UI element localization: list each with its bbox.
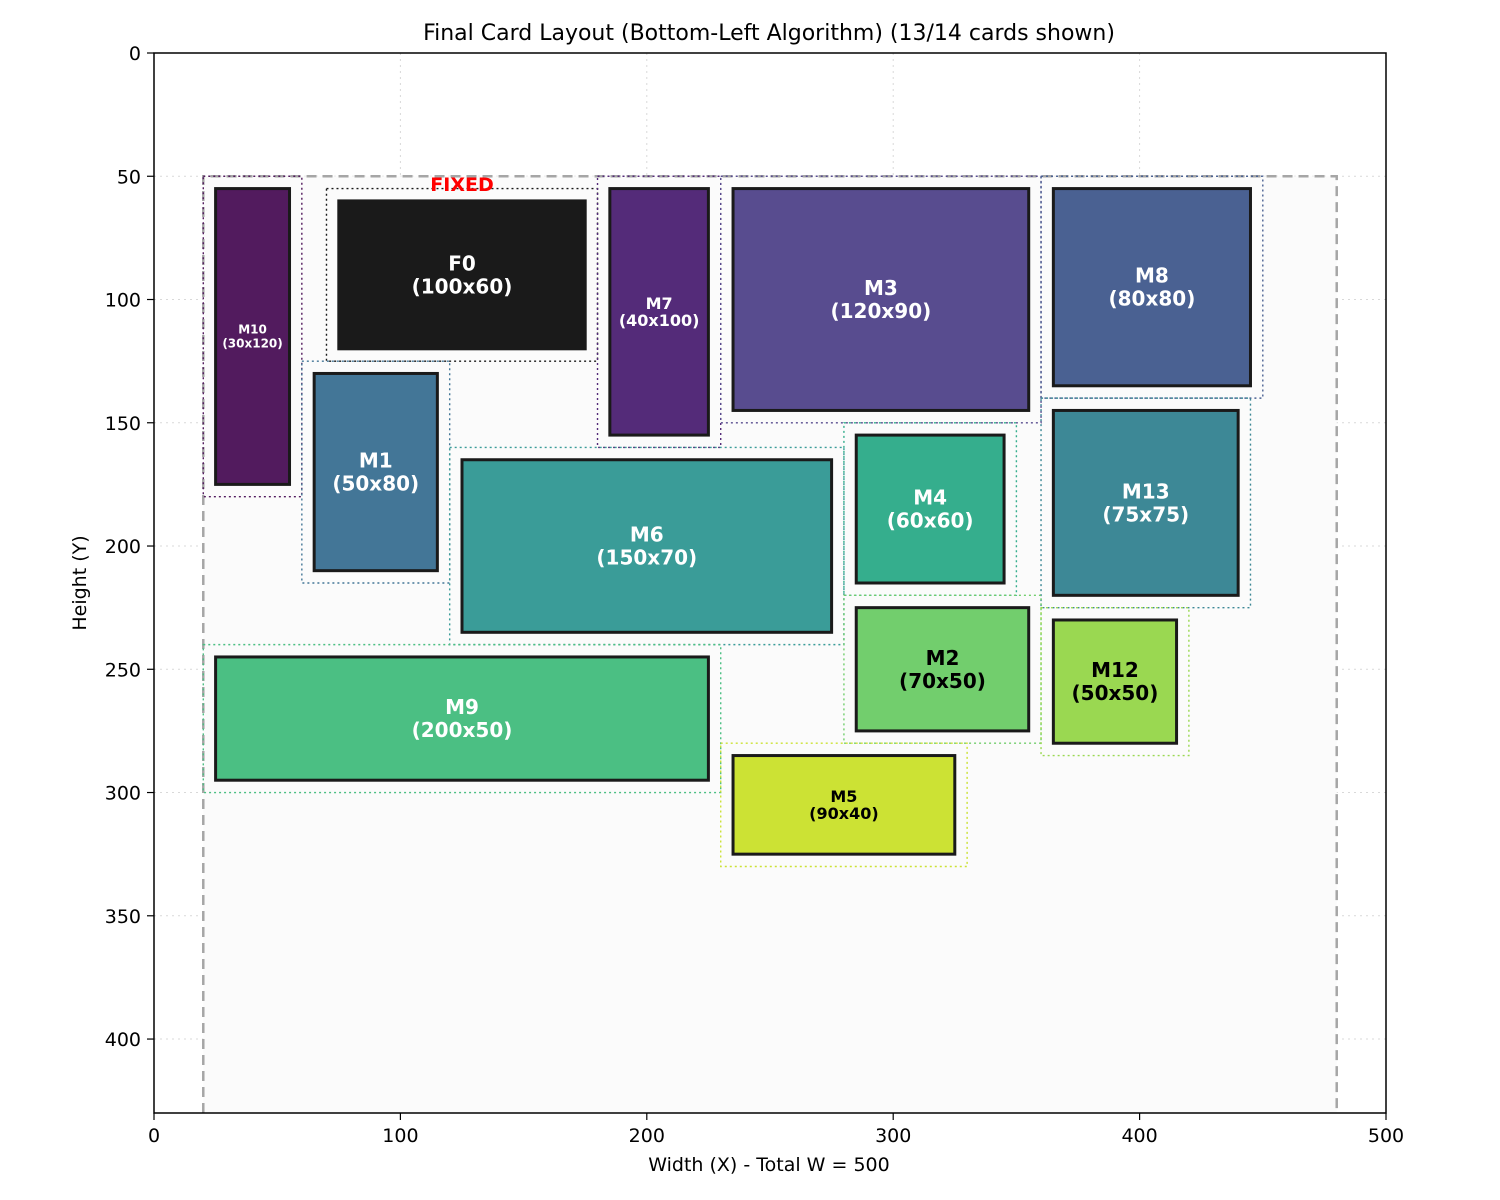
y-tick-label: 50 bbox=[117, 166, 141, 188]
card-margin-outline bbox=[1040, 175, 1264, 399]
card-size-label: (70x50) bbox=[899, 669, 986, 693]
card-rect bbox=[337, 199, 587, 351]
card-m12: M12(50x50) bbox=[1040, 606, 1190, 757]
card-rect bbox=[214, 187, 292, 486]
fixed-label: FIXED bbox=[430, 174, 493, 196]
card-size-label: (150x70) bbox=[596, 546, 697, 570]
y-tick-label: 150 bbox=[105, 413, 141, 435]
card-size-label: (75x75) bbox=[1102, 502, 1189, 526]
card-rect bbox=[854, 606, 1031, 733]
card-m9: M9(200x50) bbox=[202, 643, 722, 794]
card-id-label: F0 bbox=[448, 251, 476, 275]
card-rect bbox=[854, 433, 1006, 585]
card-m6: M6(150x70) bbox=[448, 446, 845, 646]
card-rect bbox=[608, 187, 710, 437]
card-rect bbox=[312, 371, 439, 573]
x-tick-label: 100 bbox=[382, 1125, 418, 1147]
card-m1: M1(50x80) bbox=[301, 360, 451, 584]
card-rect bbox=[731, 187, 1031, 412]
card-margin-outline bbox=[1040, 606, 1190, 757]
card-rect bbox=[731, 754, 957, 856]
card-id-label: M7 bbox=[646, 294, 673, 313]
y-tick-label: 250 bbox=[105, 659, 141, 681]
card-size-label: (80x80) bbox=[1108, 287, 1195, 311]
card-rect bbox=[214, 655, 710, 782]
chart-title: Final Card Layout (Bottom-Left Algorithm… bbox=[423, 21, 1115, 46]
card-size-label: (30x120) bbox=[222, 337, 282, 351]
card-m10: M10(30x120) bbox=[202, 175, 303, 498]
card-id-label: M2 bbox=[926, 646, 960, 670]
x-tick-label: 400 bbox=[1121, 1125, 1157, 1147]
card-size-label: (50x80) bbox=[332, 472, 419, 496]
card-m13: M13(75x75) bbox=[1040, 397, 1252, 609]
card-m7: M7(40x100) bbox=[596, 175, 722, 449]
card-id-label: M13 bbox=[1122, 479, 1170, 503]
card-id-label: M1 bbox=[359, 449, 393, 473]
x-axis-title: Width (X) - Total W = 500 bbox=[648, 1154, 889, 1176]
card-m8: M8(80x80) bbox=[1040, 175, 1264, 399]
card-id-label: M3 bbox=[864, 276, 898, 300]
card-margin-outline bbox=[325, 187, 599, 362]
x-tick-label: 300 bbox=[875, 1125, 911, 1147]
y-axis-title: Height (Y) bbox=[69, 535, 91, 630]
card-f0: F0(100x60) FIXED bbox=[325, 174, 599, 362]
card-id-label: M9 bbox=[445, 695, 479, 719]
y-tick-label: 100 bbox=[105, 290, 141, 312]
card-id-label: M10 bbox=[238, 323, 267, 337]
card-size-label: (120x90) bbox=[830, 299, 931, 323]
card-m2: M2(70x50) bbox=[843, 594, 1042, 744]
y-tick-label: 350 bbox=[105, 906, 141, 928]
card-rect bbox=[1051, 187, 1252, 388]
y-tick-label: 400 bbox=[105, 1029, 141, 1051]
card-margin-outline bbox=[843, 594, 1042, 744]
card-id-label: M8 bbox=[1135, 264, 1169, 288]
x-tick-label: 0 bbox=[148, 1125, 160, 1147]
y-tick-label: 300 bbox=[105, 783, 141, 805]
plot-frame bbox=[153, 52, 1387, 1114]
y-tick-label: 200 bbox=[105, 536, 141, 558]
card-size-label: (40x100) bbox=[619, 311, 700, 330]
x-tick-label: 200 bbox=[629, 1125, 665, 1147]
card-id-label: M5 bbox=[830, 787, 857, 806]
card-id-label: M4 bbox=[913, 486, 947, 510]
card-m3: M3(120x90) bbox=[720, 175, 1042, 424]
card-rect bbox=[1051, 618, 1179, 745]
cards: M10(30x120)F0(100x60)FIXEDM7(40x100)M3(1… bbox=[202, 174, 1264, 868]
card-size-label: (90x40) bbox=[809, 804, 878, 823]
card-m5: M5(90x40) bbox=[720, 742, 968, 868]
card-rect bbox=[1051, 408, 1240, 597]
y-tick-label: 0 bbox=[129, 43, 141, 65]
x-tick-label: 500 bbox=[1368, 1125, 1404, 1147]
card-margin-outline bbox=[202, 643, 722, 794]
axes: 0 100 200 300 400 500 0 50 100 150 200 250 300 350 400 bbox=[105, 43, 1404, 1147]
card-rect bbox=[460, 458, 834, 634]
card-id-label: M12 bbox=[1091, 658, 1139, 682]
card-margin-outline bbox=[596, 175, 722, 449]
card-size-label: (50x50) bbox=[1072, 681, 1159, 705]
card-size-label: (100x60) bbox=[412, 274, 513, 298]
card-size-label: (200x50) bbox=[412, 718, 513, 742]
card-size-label: (60x60) bbox=[887, 509, 974, 533]
card-id-label: M6 bbox=[630, 523, 664, 547]
card-m4: M4(60x60) bbox=[843, 422, 1018, 597]
